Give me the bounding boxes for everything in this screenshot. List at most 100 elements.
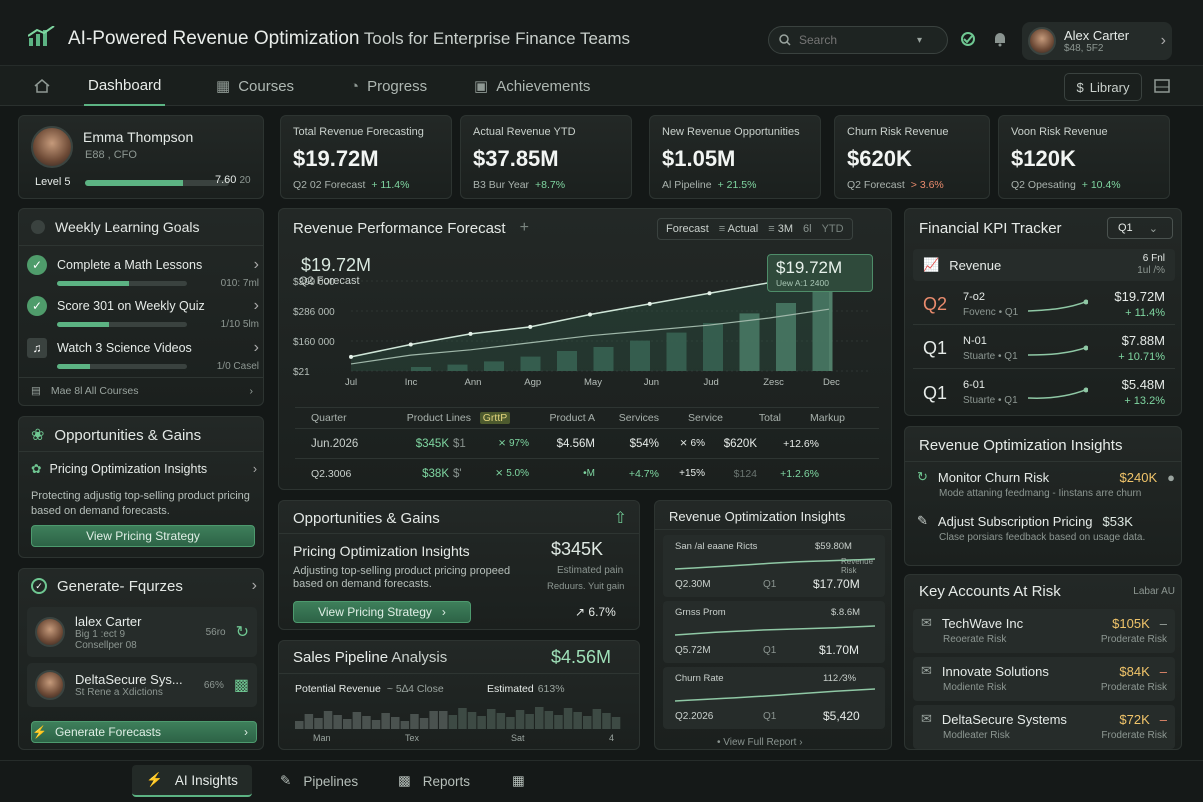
- chevron-down-icon[interactable]: ▾: [917, 34, 923, 46]
- insight-item[interactable]: ✎ Adjust Subscription Pricing $53K Clase p…: [917, 513, 1146, 543]
- xp-value: 7.60 20: [215, 174, 251, 186]
- chart-callout: $19.72M Uew A:1 2400: [767, 254, 873, 292]
- person-row[interactable]: DeltaSecure Sys... St Rene a Xdictions 66…: [27, 663, 257, 707]
- tab-ai-insights[interactable]: ⚡ AI Insights: [132, 765, 252, 797]
- account-row[interactable]: ✉ Innovate Solutions $84K – Modiente Risk Pr…: [913, 657, 1175, 701]
- pipeline-bar: [496, 713, 506, 729]
- generate-forecasts-button[interactable]: ⚡ Generate Forecasts ›: [31, 721, 257, 743]
- sparkline: [675, 688, 875, 702]
- forecast-point: [349, 354, 353, 359]
- toggle-3m[interactable]: ≡ 3M: [768, 223, 794, 235]
- insight-value: $345K: [551, 539, 604, 559]
- tab-achievements[interactable]: ▣ Achievements: [474, 77, 591, 96]
- all-courses-link[interactable]: ▤ Mae 8l All Courses ›: [31, 385, 253, 397]
- insight-card[interactable]: San /al eaane Ricts $59.80M Revenue Risk…: [663, 535, 885, 597]
- user-menu[interactable]: Alex Carter $48, 5F2 ›: [1022, 22, 1172, 60]
- kpi-card[interactable]: Actual Revenue YTD $37.85M B3 Bur Year +8.7…: [460, 115, 632, 199]
- plus-icon[interactable]: +: [519, 219, 529, 236]
- tab-pipelines[interactable]: ✎ Pipelines: [280, 773, 359, 789]
- kpi-card[interactable]: New Revenue Opportunities $1.05M Al Pipeli…: [649, 115, 821, 199]
- level-label: Level 5: [35, 176, 71, 188]
- grid-icon[interactable]: ▦: [512, 773, 525, 788]
- table-header: Quarter Product Lines GrttP Product A Servic…: [311, 412, 845, 424]
- forecast-point: [707, 291, 712, 296]
- toggle-6m[interactable]: 6l: [803, 223, 812, 235]
- view-pricing-button[interactable]: View Pricing Strategy ›: [293, 601, 471, 623]
- tab-courses[interactable]: ▦ Courses: [216, 77, 295, 96]
- home-icon[interactable]: [34, 66, 50, 106]
- tracker-row[interactable]: Q1 6-01 Stuarte • Q1 $5.48M + 13.2%: [923, 377, 1165, 407]
- toggle-forecast[interactable]: Forecast: [666, 223, 709, 235]
- goal-item[interactable]: ✓ Score 301 on Weekly Quiz › 1/10 5lm: [27, 296, 259, 330]
- x-tick-label: May: [584, 377, 602, 388]
- tab-dashboard[interactable]: Dashboard: [84, 66, 166, 106]
- opportunities-panel: Opportunities & Gains ⇧ Pricing Optimizat…: [278, 500, 640, 630]
- search-box[interactable]: ▾: [768, 26, 948, 54]
- actual-line: [350, 308, 830, 365]
- bar: [557, 351, 577, 371]
- pricing-insight-item[interactable]: ✿ Pricing Optimization Insights ›: [31, 461, 257, 477]
- account-row[interactable]: ✉ DeltaSecure Systems $72K – Modleater Risk…: [913, 705, 1175, 749]
- target-icon: [31, 220, 45, 234]
- view-full-report-link[interactable]: • View Full Report ›: [717, 737, 803, 748]
- dollar-icon: $: [1076, 79, 1084, 95]
- chevron-right-icon: ›: [1160, 32, 1166, 49]
- kpi-card[interactable]: Total Revenue Forecasting $19.72M Q2 02 Fo…: [280, 115, 452, 199]
- pipeline-bar: [544, 711, 554, 729]
- kpi-card[interactable]: Voon Risk Revenue $120K Q2 Opesating + 10.4…: [998, 115, 1170, 199]
- reports-icon: ▩: [398, 773, 411, 788]
- sync-icon[interactable]: [960, 31, 976, 47]
- user-name: Alex Carter: [1064, 28, 1130, 43]
- tracker-row[interactable]: Q1 N-01 Stuarte • Q1 $7.88M + 10.71%: [913, 329, 1175, 369]
- check-icon: ✓: [27, 296, 47, 316]
- toggle-actual[interactable]: ≡ Actual: [718, 223, 759, 235]
- chevron-right-icon: ›: [252, 461, 257, 476]
- pipeline-bar: [554, 715, 563, 729]
- pipeline-bar: [400, 721, 410, 729]
- revenue-insights-panel: Revenue Optimization Insights San /al ea…: [654, 500, 892, 750]
- kpi-card[interactable]: Churn Risk Revenue $620K Q2 Forecast > 3.6%: [834, 115, 990, 199]
- view-pricing-button[interactable]: View Pricing Strategy: [31, 525, 255, 547]
- tracker-row[interactable]: Q2 7-o2 Fovenc • Q1 $19.72M + 11.4%: [913, 285, 1175, 325]
- table-row[interactable]: Q2.3006 $38K $' ⨯ 5.0% •M +4.7% +15% $124 +1.2.6…: [295, 458, 879, 488]
- search-input[interactable]: [799, 33, 909, 47]
- insight-card[interactable]: Churn Rate 112 ⁄3% Q2.2026 Q1 $5,420: [663, 667, 885, 729]
- bar: [484, 361, 504, 371]
- bar: [593, 347, 614, 371]
- toggle-ytd[interactable]: YTD: [821, 223, 844, 235]
- goal-item[interactable]: ♫ Watch 3 Science Videos › 1/0 Casel: [27, 338, 259, 372]
- pipeline-bar: [611, 717, 621, 729]
- quarter-select[interactable]: Q1 ⌄: [1107, 217, 1173, 239]
- y-tick-label: $160 000: [293, 337, 335, 348]
- table-row[interactable]: Jun.2026 $345K $1 ⨯ 97% $4.56M $54% ⨯ 6% $620K +…: [295, 428, 879, 458]
- weekly-goals-panel: Weekly Learning Goals ✓ Complete a Math L…: [18, 208, 264, 406]
- tag-icon: ●: [1167, 469, 1175, 485]
- tab-reports[interactable]: ▩ Reports: [398, 773, 471, 789]
- opportunities-panel-left: ❀ Opportunities & Gains ✿ Pricing Optimiza…: [18, 416, 264, 558]
- main-nav: Dashboard ▦ Courses ◔ Progress ▣ Achievemen…: [0, 66, 1203, 106]
- bar: [411, 367, 431, 371]
- video-icon: ♫: [27, 338, 47, 358]
- x-tick-label: Agp: [524, 377, 541, 388]
- user-sub: $48, 5F2: [1064, 43, 1104, 54]
- pipeline-bars: [295, 707, 621, 729]
- arrow-up-circle-icon[interactable]: ⇧: [613, 510, 627, 527]
- insight-item[interactable]: ↻ Monitor Churn Risk $240K ● Mode attaning …: [917, 469, 1175, 499]
- refresh-icon: ↻: [917, 469, 928, 484]
- bell-icon[interactable]: [992, 31, 1008, 47]
- goal-item[interactable]: ✓ Complete a Math Lessons › 010: 7ml: [27, 255, 259, 289]
- account-row[interactable]: ✉ TechWave Inc $105K – Reoerate Risk Prodera…: [913, 609, 1175, 653]
- tab-progress[interactable]: ◔ Progress: [350, 77, 428, 95]
- person-row[interactable]: lalex Carter Big 1 :ect 9 Consellper 08 56…: [27, 607, 257, 657]
- forecast-point: [528, 324, 533, 329]
- insight-card[interactable]: Grnss Prom $.8.6M Q5.72M Q1 $1.70M: [663, 601, 885, 663]
- pipeline-bar: [458, 708, 467, 729]
- pipeline-bar: [439, 711, 448, 729]
- pipeline-bar: [381, 713, 390, 729]
- account-icon: ✉: [921, 663, 932, 678]
- pipeline-bar: [429, 711, 438, 729]
- x-tick-label: Jud: [704, 377, 719, 388]
- inbox-icon[interactable]: [1154, 79, 1170, 93]
- tag-icon: ✿: [31, 462, 42, 476]
- library-button[interactable]: $ Library: [1064, 73, 1142, 101]
